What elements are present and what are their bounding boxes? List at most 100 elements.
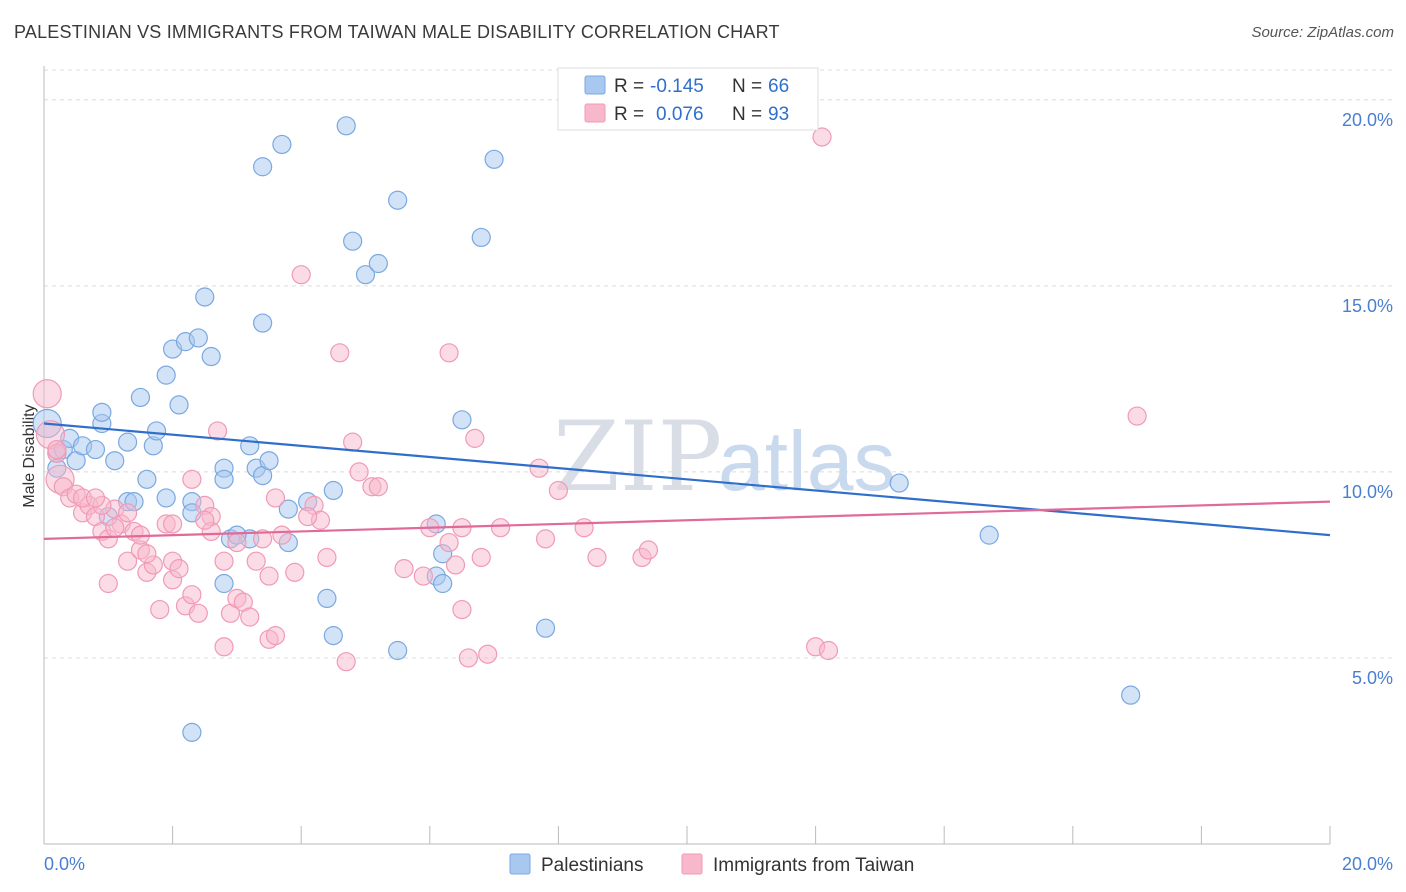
point-palestinians-61 <box>889 473 909 493</box>
point-palestinians-20 <box>188 328 208 348</box>
bottom-legend-swatch-taiwan <box>681 853 703 875</box>
point-taiwan-12 <box>98 573 118 594</box>
x-tick-label-1: 20.0% <box>1342 854 1393 874</box>
point-palestinians-11 <box>117 432 138 452</box>
legend-n-value-1: 66 <box>768 76 789 97</box>
correlation-legend: R = -0.145 N = 66 R = 0.076 N = 93 <box>557 67 819 131</box>
y-tick-label-1: 10.0% <box>1342 482 1393 502</box>
point-palestinians-41 <box>343 231 363 251</box>
point-palestinians-64 <box>182 722 202 742</box>
point-taiwan-60 <box>452 599 472 620</box>
point-taiwan-74 <box>818 640 839 661</box>
point-taiwan-76 <box>336 652 356 672</box>
point-taiwan-33 <box>208 421 228 441</box>
point-palestinians-63 <box>1121 685 1141 705</box>
point-taiwan-55 <box>394 559 414 579</box>
point-taiwan-53 <box>349 462 369 482</box>
point-taiwan-35 <box>214 637 234 657</box>
point-taiwan-83 <box>195 510 215 530</box>
point-palestinians-48 <box>433 573 453 594</box>
point-taiwan-0 <box>32 379 62 409</box>
point-palestinians-62 <box>979 525 999 545</box>
point-palestinians-16 <box>156 365 176 385</box>
point-taiwan-69 <box>574 518 594 538</box>
point-taiwan-68 <box>548 480 569 501</box>
legend-n-label-1: N = <box>732 76 762 97</box>
point-taiwan-63 <box>471 547 491 568</box>
point-taiwan-40 <box>246 551 266 571</box>
point-taiwan-66 <box>529 458 549 478</box>
point-taiwan-42 <box>259 566 279 586</box>
watermark: ZIP atlas <box>553 401 895 513</box>
point-palestinians-45 <box>388 640 408 661</box>
point-palestinians-21 <box>195 287 215 307</box>
point-palestinians-31 <box>253 313 273 333</box>
point-palestinians-52 <box>484 149 504 169</box>
point-taiwan-62 <box>465 428 485 448</box>
point-taiwan-50 <box>317 547 337 568</box>
bottom-legend-swatch-palestinians <box>509 853 531 875</box>
point-palestinians-51 <box>471 227 491 248</box>
point-taiwan-72 <box>638 540 659 560</box>
data-points <box>32 116 1147 742</box>
gridlines <box>44 69 1394 659</box>
point-taiwan-91 <box>47 439 67 460</box>
axes <box>43 66 1331 845</box>
series-legend: Palestinians Immigrants from Taiwan <box>509 853 914 876</box>
trend-lines <box>43 422 1331 540</box>
point-palestinians-12 <box>130 387 151 408</box>
point-taiwan-56 <box>413 566 433 586</box>
point-taiwan-77 <box>458 648 478 668</box>
point-taiwan-65 <box>490 518 511 538</box>
point-taiwan-87 <box>368 477 388 497</box>
point-palestinians-43 <box>368 253 388 274</box>
point-palestinians-24 <box>201 346 221 367</box>
point-palestinians-60 <box>535 618 556 638</box>
y-tick-label-2: 15.0% <box>1342 296 1393 316</box>
legend-r-value-1: -0.145 <box>650 76 704 97</box>
point-taiwan-92 <box>812 127 832 147</box>
point-taiwan-81 <box>105 518 125 538</box>
source-label: Source: ZipAtlas.com <box>1251 24 1394 41</box>
point-palestinians-27 <box>214 573 234 594</box>
point-taiwan-28 <box>188 603 208 623</box>
point-taiwan-21 <box>150 599 170 620</box>
point-palestinians-44 <box>388 190 408 210</box>
point-taiwan-90 <box>85 488 106 508</box>
point-taiwan-51 <box>330 343 350 363</box>
trend-line-taiwan <box>43 500 1331 540</box>
point-palestinians-40 <box>323 626 343 646</box>
point-taiwan-78 <box>439 343 459 363</box>
point-taiwan-16 <box>117 551 138 571</box>
watermark-atlas: atlas <box>718 414 895 508</box>
point-palestinians-42 <box>355 265 376 285</box>
x-tick-label-0: 0.0% <box>44 854 85 874</box>
point-taiwan-27 <box>182 585 202 605</box>
legend-r-label-2: R = <box>614 104 644 125</box>
point-taiwan-86 <box>163 514 183 534</box>
point-palestinians-29 <box>240 436 260 456</box>
point-taiwan-75 <box>1127 406 1147 426</box>
point-palestinians-54 <box>253 157 273 177</box>
y-tick-label-3: 20.0% <box>1342 110 1393 130</box>
point-taiwan-64 <box>478 644 498 664</box>
y-axis-title: Male Disability <box>21 404 38 507</box>
bottom-legend-label-taiwan: Immigrants from Taiwan <box>713 855 914 876</box>
point-taiwan-45 <box>272 525 292 545</box>
point-taiwan-67 <box>535 529 556 549</box>
point-palestinians-50 <box>452 410 472 430</box>
point-taiwan-88 <box>265 488 286 508</box>
point-taiwan-39 <box>240 607 260 627</box>
point-palestinians-14 <box>146 421 167 441</box>
legend-n-value-2: 93 <box>768 104 789 125</box>
legend-n-label-2: N = <box>732 104 762 125</box>
point-palestinians-10 <box>105 451 125 471</box>
point-taiwan-89 <box>298 506 318 527</box>
point-palestinians-39 <box>323 480 343 501</box>
point-taiwan-70 <box>587 547 607 568</box>
point-taiwan-58 <box>439 532 459 553</box>
point-taiwan-46 <box>285 562 305 582</box>
point-palestinians-38 <box>317 588 337 609</box>
point-palestinians-15 <box>137 469 157 489</box>
trend-line-palestinians <box>43 422 1331 537</box>
